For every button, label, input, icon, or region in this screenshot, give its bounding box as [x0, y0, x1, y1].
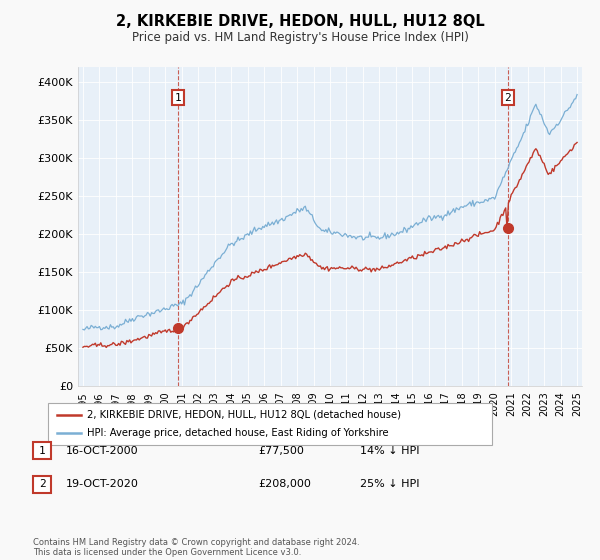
Text: 19-OCT-2020: 19-OCT-2020: [66, 479, 139, 489]
Text: 2: 2: [505, 92, 511, 102]
Text: 2: 2: [38, 479, 46, 489]
Text: 1: 1: [38, 446, 46, 456]
Text: HPI: Average price, detached house, East Riding of Yorkshire: HPI: Average price, detached house, East…: [87, 428, 389, 438]
Text: £208,000: £208,000: [258, 479, 311, 489]
Text: Contains HM Land Registry data © Crown copyright and database right 2024.
This d: Contains HM Land Registry data © Crown c…: [33, 538, 359, 557]
Text: £77,500: £77,500: [258, 446, 304, 456]
Text: 1: 1: [175, 92, 182, 102]
Text: 2, KIRKEBIE DRIVE, HEDON, HULL, HU12 8QL: 2, KIRKEBIE DRIVE, HEDON, HULL, HU12 8QL: [116, 14, 484, 29]
Text: 14% ↓ HPI: 14% ↓ HPI: [360, 446, 419, 456]
Text: 25% ↓ HPI: 25% ↓ HPI: [360, 479, 419, 489]
Text: 16-OCT-2000: 16-OCT-2000: [66, 446, 139, 456]
Text: 2, KIRKEBIE DRIVE, HEDON, HULL, HU12 8QL (detached house): 2, KIRKEBIE DRIVE, HEDON, HULL, HU12 8QL…: [87, 410, 401, 420]
Text: Price paid vs. HM Land Registry's House Price Index (HPI): Price paid vs. HM Land Registry's House …: [131, 31, 469, 44]
